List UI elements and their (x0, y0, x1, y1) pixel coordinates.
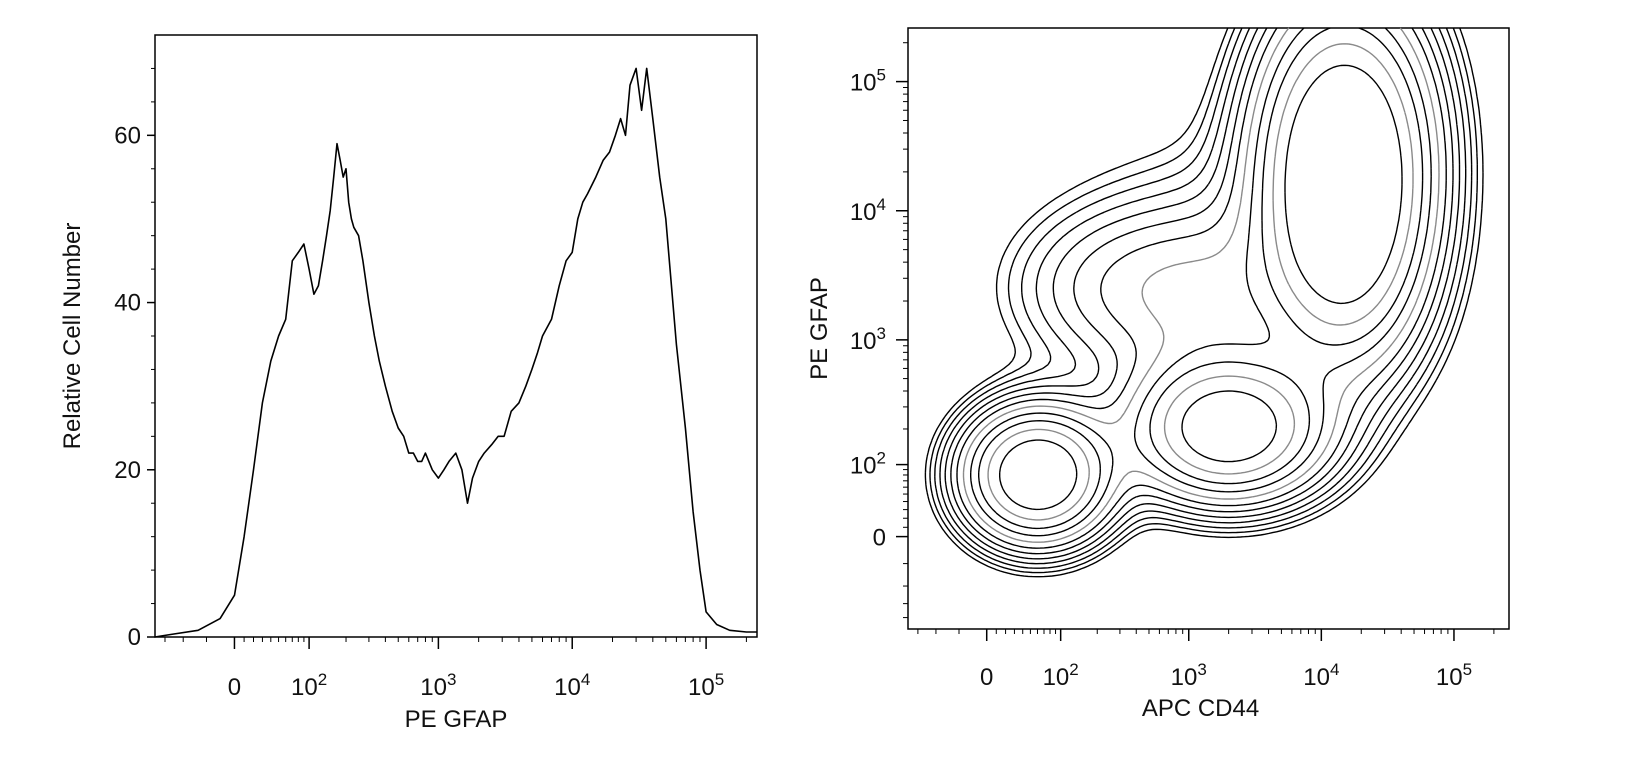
x-tick-label: 103 (1171, 660, 1207, 691)
x-tick-label: 102 (291, 670, 327, 701)
contour-level (934, 27, 1473, 569)
y-tick-label: 103 (850, 324, 886, 355)
x-axis-title: PE GFAP (405, 706, 508, 733)
x-tick-label: 104 (554, 670, 590, 701)
y-tick-label: 0 (873, 525, 886, 552)
contour-level (939, 27, 1467, 565)
y-tick-label: 20 (114, 456, 141, 483)
histogram-chart: 0 20 40 60 0 102 103 104 105 PE GFAP Relative Cell… (59, 34, 758, 733)
x-tick-label: 105 (688, 670, 724, 701)
y-tick-label: 40 (114, 289, 141, 316)
contour-level (987, 43, 1414, 521)
contour-level (950, 27, 1454, 555)
y-tick-label: 102 (850, 449, 886, 480)
y-axis-title: PE GFAP (806, 277, 833, 380)
y-tick-label: 104 (850, 195, 886, 226)
x-axis-title: APC CD44 (1142, 695, 1259, 722)
contour-level (924, 27, 1484, 578)
contour-chart: 0 102 103 104 105 0 102 103 104 105 APC CD44 PE GFA… (806, 27, 1510, 722)
contour-level (944, 27, 1461, 560)
x-tick-label: 102 (1043, 660, 1079, 691)
y-tick-label: 0 (128, 624, 141, 651)
y-axis-title: Relative Cell Number (59, 223, 86, 450)
contour-level (999, 64, 1403, 511)
x-tick-label: 103 (420, 670, 456, 701)
x-tick-label: 104 (1303, 660, 1339, 691)
contour-level (978, 27, 1424, 530)
x-tick-label: 0 (980, 664, 993, 691)
x-tick-label: 0 (228, 674, 241, 701)
contour-level (962, 27, 1440, 543)
contour-level (970, 27, 1432, 537)
histogram-line (154, 67, 757, 638)
contour-level (956, 27, 1447, 549)
y-tick-label: 105 (850, 66, 886, 97)
contour-level (929, 27, 1478, 574)
y-tick-label: 60 (114, 122, 141, 149)
plot-frame (154, 34, 758, 638)
plot-frame (907, 27, 1510, 630)
x-tick-label: 105 (1436, 660, 1472, 691)
